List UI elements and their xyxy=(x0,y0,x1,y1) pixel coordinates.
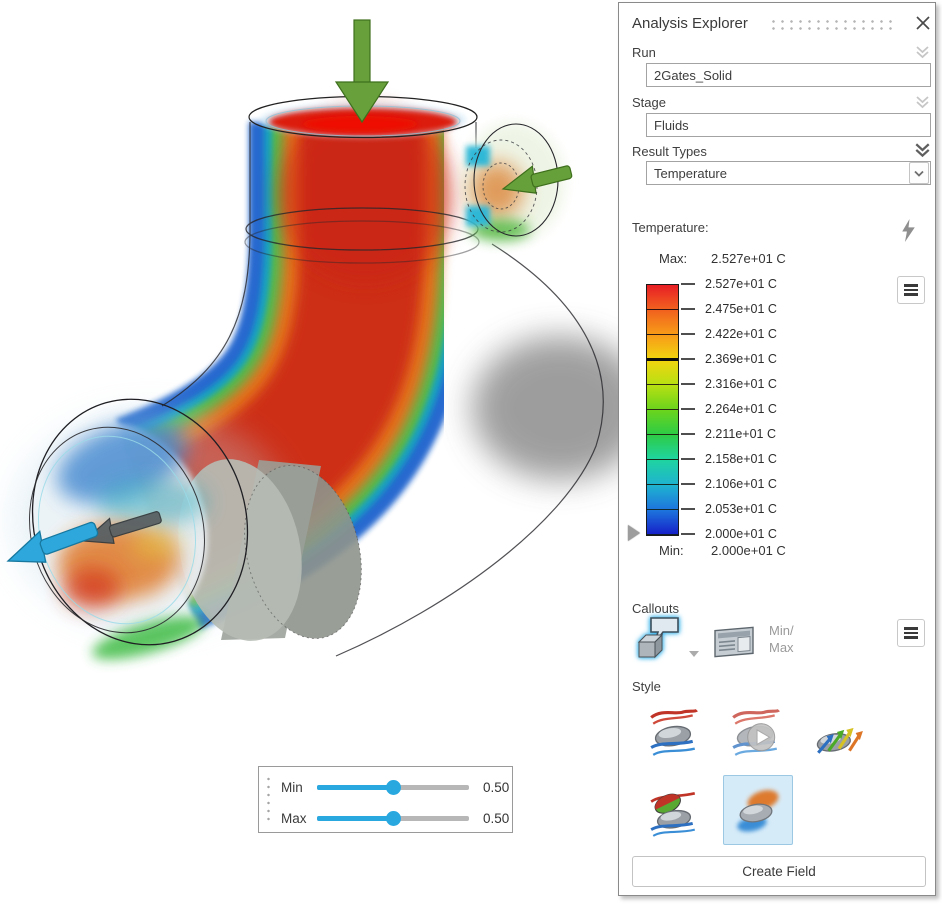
min-slider[interactable] xyxy=(317,779,469,795)
panel-drag-grip[interactable] xyxy=(769,18,895,32)
inlet-arrow-top[interactable] xyxy=(334,19,390,124)
legend-segment xyxy=(647,485,678,510)
style-field-icon xyxy=(737,790,779,832)
legend-segment xyxy=(647,360,678,385)
legend-ticks: 2.527e+01 C 2.475e+01 C 2.422e+01 C 2.36… xyxy=(681,277,831,541)
legend-segment xyxy=(647,435,678,460)
style-plane-probe-icon[interactable] xyxy=(647,785,701,839)
probe-callout-icon[interactable] xyxy=(635,615,683,661)
legend-max-label: Max: xyxy=(659,251,688,266)
legend-tick-label: 2.211e+01 C xyxy=(705,427,777,441)
legend-menu-button[interactable] xyxy=(897,276,925,304)
outlet-arrow-blue[interactable] xyxy=(2,513,101,574)
max-slider-value: 0.50 xyxy=(483,810,510,826)
collapse-result-types-icon[interactable] xyxy=(914,142,931,159)
legend-tick-label: 2.475e+01 C xyxy=(705,302,777,316)
legend-tick-label: 2.000e+01 C xyxy=(705,527,777,541)
legend-range-marker[interactable] xyxy=(628,525,640,541)
style-vectors-icon[interactable] xyxy=(811,705,865,759)
collapse-stage-icon[interactable] xyxy=(915,95,930,110)
min-slider-fill xyxy=(317,784,393,790)
minmax-callout-button[interactable]: Min/ Max xyxy=(769,623,794,657)
min-slider-label: Min xyxy=(281,779,303,795)
collapse-run-icon[interactable] xyxy=(915,45,930,60)
minmax-label-line1: Min/ xyxy=(769,623,794,638)
drag-grip[interactable] xyxy=(266,775,271,825)
model-shadow xyxy=(472,336,630,480)
legend-tick-label: 2.264e+01 C xyxy=(705,402,777,416)
legend-segment xyxy=(647,510,678,535)
gate-inlet-arrow[interactable] xyxy=(499,158,573,201)
panel-title: Analysis Explorer xyxy=(632,15,748,32)
stage-label: Stage xyxy=(632,95,666,110)
minmax-label-line2: Max xyxy=(769,639,794,655)
create-field-button[interactable]: Create Field xyxy=(632,856,926,887)
legend-divider xyxy=(647,358,678,361)
close-icon[interactable] xyxy=(915,15,931,31)
analysis-explorer-panel: Analysis Explorer Run Stage Result Types… xyxy=(618,2,936,896)
style-animated-flow-icon[interactable] xyxy=(729,705,783,759)
legend-tick-label: 2.527e+01 C xyxy=(705,277,777,291)
legend-segment xyxy=(647,285,678,310)
inlet-top-opening xyxy=(248,95,478,139)
legend-tick-label: 2.106e+01 C xyxy=(705,477,777,491)
dropdown-button[interactable] xyxy=(909,162,929,184)
max-slider-label: Max xyxy=(281,810,307,826)
stage-input[interactable] xyxy=(646,113,931,137)
min-slider-thumb[interactable] xyxy=(385,779,401,795)
style-field-selected[interactable] xyxy=(723,775,793,845)
result-type-dropdown[interactable]: Temperature xyxy=(646,161,931,185)
result-types-label: Result Types xyxy=(632,144,707,159)
legend-tick-label: 2.158e+01 C xyxy=(705,452,777,466)
legend-segment xyxy=(647,460,678,485)
callouts-label: Callouts xyxy=(632,601,679,616)
style-flow-lines-icon[interactable] xyxy=(647,705,701,759)
run-input[interactable] xyxy=(646,63,931,87)
chevron-down-icon xyxy=(914,170,924,177)
legend-tick-label: 2.316e+01 C xyxy=(705,377,777,391)
legend-tick-label: 2.422e+01 C xyxy=(705,327,777,341)
max-slider[interactable] xyxy=(317,810,469,826)
solid-core xyxy=(178,459,362,641)
legend-segment xyxy=(647,410,678,435)
min-slider-value: 0.50 xyxy=(483,779,510,795)
legend-segment xyxy=(647,385,678,410)
callouts-menu-button[interactable] xyxy=(897,619,925,647)
style-label: Style xyxy=(632,679,661,694)
legend-tick-label: 2.369e+01 C xyxy=(705,352,777,366)
pipe-edges xyxy=(161,122,604,657)
legend-segment xyxy=(647,335,678,360)
max-slider-thumb[interactable] xyxy=(385,810,401,826)
viewport-3d-model[interactable] xyxy=(0,0,630,700)
range-overlay: Min 0.50 Max 0.50 xyxy=(258,766,513,833)
legend-color-bar xyxy=(646,284,679,536)
result-type-value: Temperature xyxy=(654,165,727,181)
legend-title: Temperature: xyxy=(632,220,709,235)
run-label: Run xyxy=(632,45,656,60)
probe-options-caret-icon[interactable] xyxy=(689,651,699,657)
legend-min-label: Min: xyxy=(659,543,684,558)
legend-segment xyxy=(647,310,678,335)
legend-tick-label: 2.053e+01 C xyxy=(705,502,777,516)
legend-max-value: 2.527e+01 C xyxy=(711,251,786,266)
results-table-icon[interactable] xyxy=(711,621,759,663)
lightning-icon xyxy=(902,219,915,242)
max-slider-fill xyxy=(317,815,393,821)
legend-min-value: 2.000e+01 C xyxy=(711,543,786,558)
